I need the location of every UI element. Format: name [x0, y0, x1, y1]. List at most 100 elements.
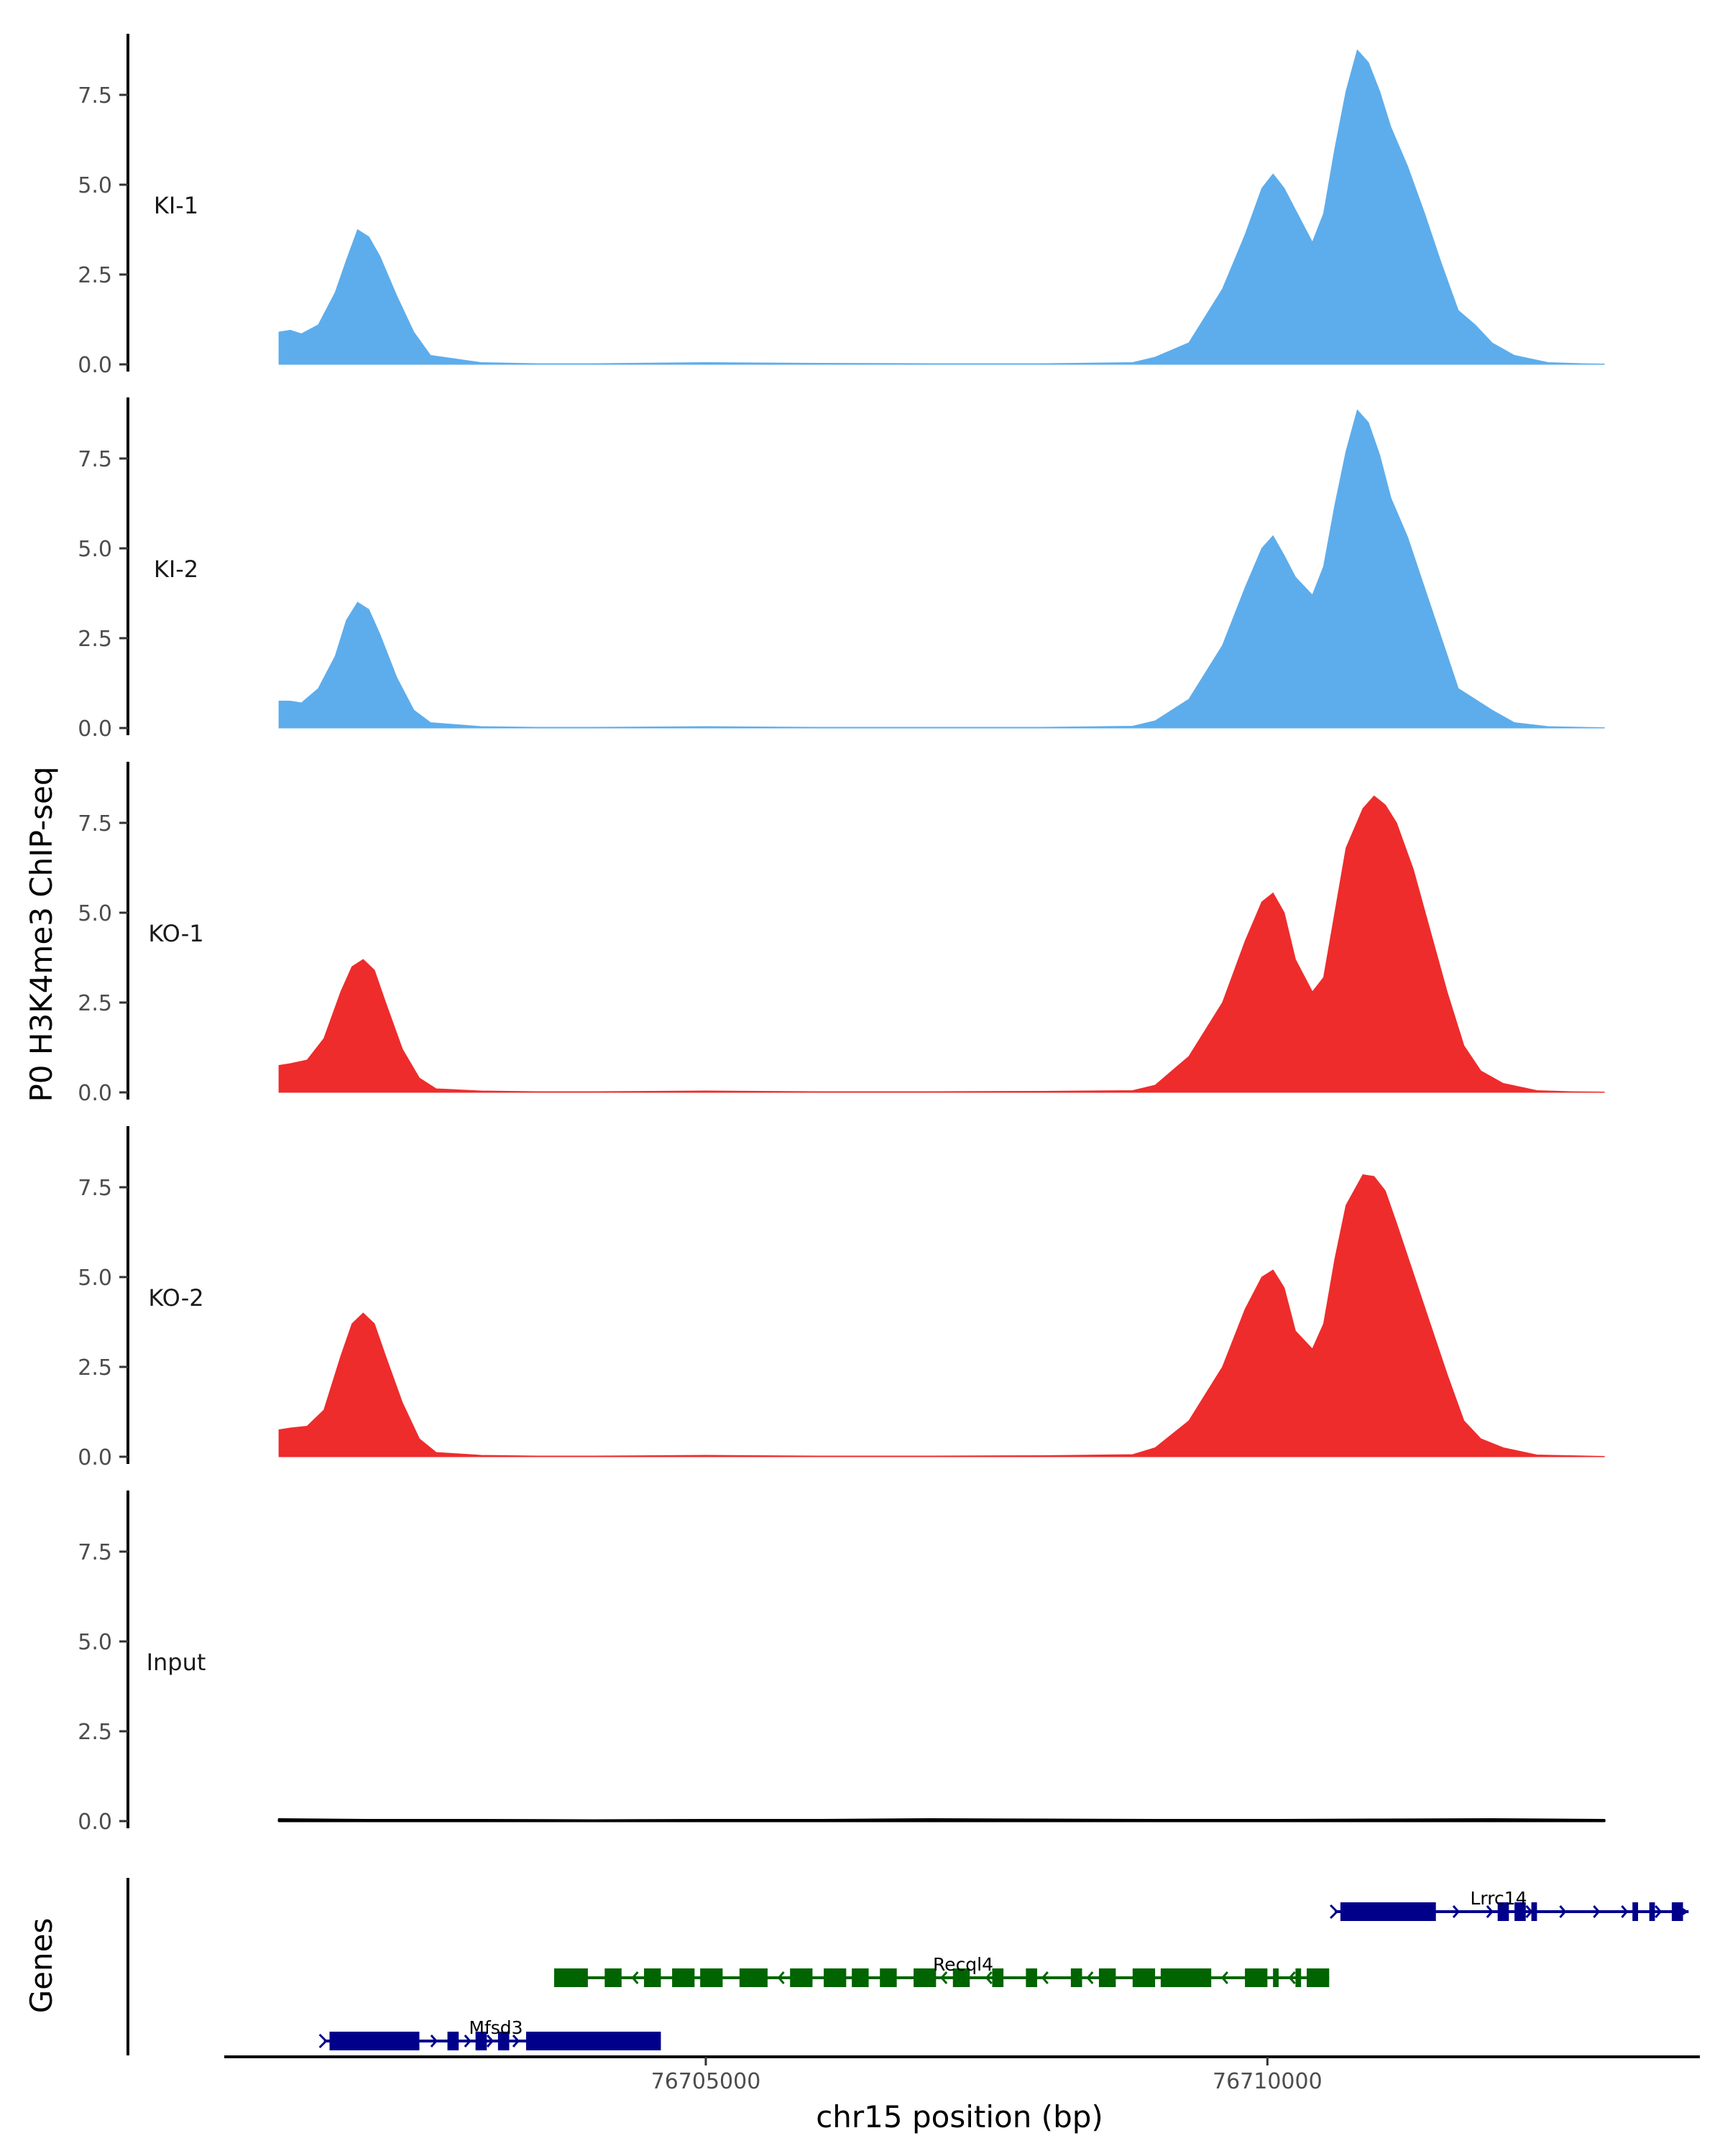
- signal-area-ko-2: [278, 1174, 1605, 1457]
- track-label: Input: [147, 1649, 206, 1676]
- gene-exon: [824, 1968, 847, 1987]
- track-ko-1: 0.0 2.5 5.0 7.5 KO-1: [78, 762, 1605, 1106]
- gene-exon: [992, 1968, 1004, 1987]
- signal-area-ko-1: [278, 796, 1605, 1093]
- y-tick-label: 2.5: [78, 627, 112, 652]
- y-tick-label: 7.5: [78, 811, 112, 837]
- y-tick-label: 5.0: [78, 173, 112, 198]
- y-tick-label: 2.5: [78, 1720, 112, 1745]
- strand-arrow: [1655, 1905, 1662, 1918]
- gene-mfsd3: Mfsd3: [318, 2017, 661, 2050]
- strand-arrow: [985, 1971, 993, 1984]
- strand-arrow: [940, 1971, 948, 1984]
- y-tick-label: 5.0: [78, 1630, 112, 1655]
- y-tick-label: 5.0: [78, 537, 112, 562]
- y-tick-label: 0.0: [78, 1081, 112, 1106]
- gene-exon: [880, 1968, 897, 1987]
- gene-exon: [1098, 1968, 1116, 1987]
- strand-arrow: [430, 2035, 438, 2047]
- y-tick-label: 5.0: [78, 1266, 112, 1291]
- gene-exon: [1026, 1968, 1037, 1987]
- gene-exon: [1132, 1968, 1156, 1987]
- y-axis-title: P0 H3K4me3 ChIP-seq: [24, 766, 59, 1102]
- strand-arrow: [1678, 1905, 1689, 1918]
- y-tick-label: 0.0: [78, 1445, 112, 1470]
- track-label: KO-1: [148, 920, 203, 947]
- x-axis-title: chr15 position (bp): [816, 2099, 1103, 2134]
- strand-arrow: [1621, 1905, 1629, 1918]
- gene-exon: [475, 2032, 487, 2050]
- gene-exon: [672, 1968, 695, 1987]
- strand-arrow: [1593, 1905, 1601, 1918]
- track-label: KI-2: [154, 556, 198, 583]
- strand-arrow: [777, 1971, 785, 1984]
- y-tick-label: 2.5: [78, 263, 112, 288]
- gene-lrrc14: Lrrc14: [1330, 1888, 1689, 1921]
- signal-area-ki-2: [278, 410, 1605, 729]
- gene-exon: [1245, 1968, 1268, 1987]
- y-tick-label: 7.5: [78, 447, 112, 472]
- gene-exon: [644, 1968, 661, 1987]
- track-ki-2: 0.0 2.5 5.0 7.5 KI-2: [78, 397, 1605, 742]
- gene-recql4: Recql4: [554, 1954, 1330, 1987]
- strand-arrow: [318, 2033, 328, 2049]
- gene-exon: [447, 2032, 459, 2050]
- strand-arrow: [1041, 1971, 1049, 1984]
- x-tick-label: 76705000: [651, 2069, 761, 2094]
- gene-exon: [525, 2032, 661, 2050]
- gene-exon: [1531, 1902, 1537, 1921]
- strand-arrow: [1525, 1905, 1533, 1918]
- track-ki-1: 0.0 2.5 5.0 7.5 KI-1: [78, 34, 1605, 378]
- genes-track: Lrrc14 Recql4 Mfsd3: [126, 1878, 1689, 2055]
- strand-arrow: [1330, 1904, 1339, 1920]
- gene-exon: [1160, 1968, 1212, 1987]
- y-tick-label: 7.5: [78, 1540, 112, 1565]
- gene-exon: [1340, 1902, 1436, 1921]
- x-axis: 76705000 76710000: [224, 2055, 1700, 2094]
- gene-exon: [739, 1968, 768, 1987]
- track-label: KO-2: [148, 1284, 203, 1312]
- gene-exon: [1497, 1902, 1509, 1921]
- gene-exon: [1295, 1968, 1302, 1987]
- y-tick-label: 7.5: [78, 83, 112, 109]
- y-tick-label: 2.5: [78, 991, 112, 1016]
- strand-arrow: [486, 2035, 494, 2047]
- gene-exon: [700, 1968, 723, 1987]
- signal-area-ki-1: [278, 50, 1605, 365]
- gene-exon: [1649, 1902, 1655, 1921]
- signal-tracks: 0.0 2.5 5.0 7.5 KI-1 0.0 2.5 5.0 7.5 KI-2 0.0 2.5 5.…: [78, 34, 1606, 1835]
- gene-exon: [497, 2032, 510, 2050]
- strand-arrow: [1086, 1971, 1094, 1984]
- gene-exon: [604, 1968, 622, 1987]
- gene-exon: [1070, 1968, 1082, 1987]
- strand-arrow: [1452, 1905, 1460, 1918]
- strand-arrow: [631, 1971, 639, 1984]
- strand-arrow: [1486, 1905, 1494, 1918]
- gene-exon: [554, 1968, 588, 1987]
- track-label: KI-1: [154, 192, 198, 219]
- track-input: 0.0 2.5 5.0 7.5 Input: [78, 1491, 1606, 1835]
- gene-label: Mfsd3: [469, 2017, 523, 2038]
- genes-axis-title: Genes: [24, 1918, 59, 2014]
- gene-exon: [1273, 1968, 1279, 1987]
- gene-exon: [1632, 1902, 1639, 1921]
- y-tick-label: 0.0: [78, 353, 112, 378]
- gene-exon: [852, 1968, 869, 1987]
- track-ko-2: 0.0 2.5 5.0 7.5 KO-2: [78, 1126, 1605, 1470]
- gene-label: Recql4: [933, 1954, 993, 1975]
- strand-arrow: [464, 2035, 472, 2047]
- y-tick-label: 7.5: [78, 1176, 112, 1201]
- gene-exon: [914, 1968, 937, 1987]
- strand-arrow: [512, 2035, 520, 2047]
- y-tick-label: 0.0: [78, 717, 112, 742]
- gene-exon: [952, 1968, 970, 1987]
- y-tick-label: 2.5: [78, 1355, 112, 1381]
- strand-arrow: [650, 2035, 661, 2047]
- gene-exon: [329, 2032, 420, 2050]
- gene-exon: [1514, 1902, 1526, 1921]
- gene-label: Lrrc14: [1470, 1888, 1527, 1909]
- x-tick-label: 76710000: [1213, 2069, 1322, 2094]
- gene-exon: [790, 1968, 813, 1987]
- strand-arrow: [1220, 1971, 1228, 1984]
